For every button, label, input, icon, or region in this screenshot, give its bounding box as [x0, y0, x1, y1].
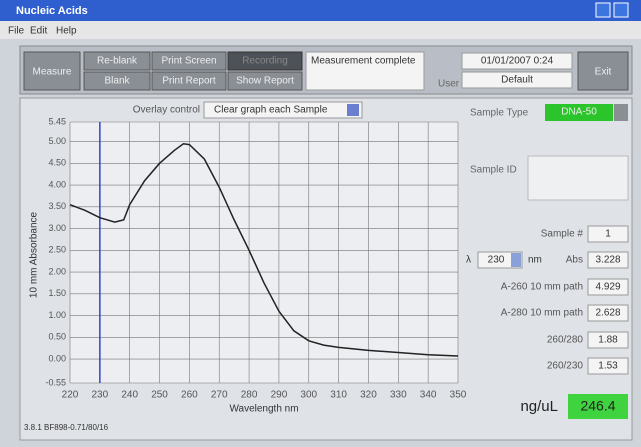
y-tick-label: 5.45: [48, 116, 66, 126]
sample-id-field[interactable]: [528, 156, 628, 200]
lambda-value: 230: [488, 255, 505, 266]
version-text: 3.8.1 BF898-0.71/80/16: [24, 423, 109, 432]
status-text: Measurement complete: [311, 56, 416, 67]
title-bar: [0, 0, 641, 21]
show-report-label: Show Report: [236, 76, 294, 87]
x-axis-label: Wavelength nm: [229, 404, 298, 415]
x-tick-label: 280: [241, 390, 258, 401]
sample-type-label: Sample Type: [470, 108, 529, 119]
a260-label: A-260 10 mm path: [501, 282, 583, 293]
reblank-label: Re-blank: [97, 56, 138, 67]
abs-label: Abs: [566, 255, 583, 266]
print-report-label: Print Report: [162, 76, 216, 87]
blank-label: Blank: [104, 76, 130, 87]
conc-value: 246.4: [580, 398, 615, 414]
measure-label: Measure: [33, 67, 72, 78]
x-tick-label: 290: [271, 390, 288, 401]
y-tick-label: 5.00: [48, 136, 66, 146]
y-tick-label: 4.00: [48, 179, 66, 189]
sample-type-value: DNA-50: [561, 107, 597, 118]
y-tick-label: 0.50: [48, 332, 66, 342]
a260-value: 4.929: [595, 282, 620, 293]
x-tick-label: 330: [390, 390, 407, 401]
date-text: 01/01/2007 0:24: [481, 56, 554, 67]
minimize-button[interactable]: [596, 3, 610, 17]
close-button[interactable]: [614, 3, 628, 17]
overlay-label: Overlay control: [133, 105, 200, 116]
y-tick-label: 3.50: [48, 201, 66, 211]
x-tick-label: 220: [62, 390, 79, 401]
plot-area: [70, 122, 458, 383]
user-label: User: [438, 79, 460, 90]
x-tick-label: 230: [92, 390, 109, 401]
y-tick-label: 2.00: [48, 266, 66, 276]
x-tick-label: 250: [151, 390, 168, 401]
abs-value: 3.228: [595, 255, 620, 266]
menu-item[interactable]: Edit: [30, 26, 47, 37]
ratio-230-label: 260/230: [547, 361, 584, 372]
y-tick-label: -0.55: [45, 377, 66, 387]
print-screen-label: Print Screen: [161, 56, 216, 67]
y-tick-label: 3.00: [48, 223, 66, 233]
y-tick-label: 1.00: [48, 310, 66, 320]
ratio-280-label: 260/280: [547, 335, 584, 346]
a280-label: A-280 10 mm path: [501, 308, 583, 319]
sample-num-value: 1: [605, 229, 611, 240]
sample-id-label: Sample ID: [470, 165, 517, 176]
sample-num-label: Sample #: [541, 229, 584, 240]
x-tick-label: 260: [181, 390, 198, 401]
sample-type-arrow[interactable]: [614, 104, 628, 121]
menu-item[interactable]: File: [8, 26, 25, 37]
menu-item[interactable]: Help: [56, 26, 77, 37]
x-tick-label: 270: [211, 390, 228, 401]
ratio-280-value: 1.88: [598, 335, 618, 346]
dropdown-arrow[interactable]: [347, 104, 359, 116]
y-tick-label: 0.00: [48, 353, 66, 363]
x-tick-label: 350: [450, 390, 467, 401]
x-tick-label: 310: [330, 390, 347, 401]
y-axis-label: 10 mm Absorbance: [29, 211, 40, 298]
user-text: Default: [501, 75, 533, 86]
exit-label: Exit: [595, 67, 612, 78]
x-tick-label: 340: [420, 390, 437, 401]
x-tick-label: 320: [360, 390, 377, 401]
lambda-spinner[interactable]: [511, 253, 521, 267]
x-tick-label: 240: [121, 390, 138, 401]
a280-value: 2.628: [595, 308, 620, 319]
y-tick-label: 2.50: [48, 245, 66, 255]
app-window: Nucleic Acids File Edit Help Measure Re-…: [0, 0, 641, 447]
lambda-label: λ: [466, 255, 471, 266]
recording-label: Recording: [242, 56, 288, 67]
nm-label: nm: [528, 255, 542, 266]
y-tick-label: 4.50: [48, 158, 66, 168]
x-tick-label: 300: [300, 390, 317, 401]
conc-label: ng/uL: [520, 398, 558, 415]
overlay-option: Clear graph each Sample: [214, 105, 328, 116]
window-title: Nucleic Acids: [16, 5, 88, 17]
menu-bar: [0, 21, 641, 39]
ratio-230-value: 1.53: [598, 361, 618, 372]
y-tick-label: 1.50: [48, 288, 66, 298]
